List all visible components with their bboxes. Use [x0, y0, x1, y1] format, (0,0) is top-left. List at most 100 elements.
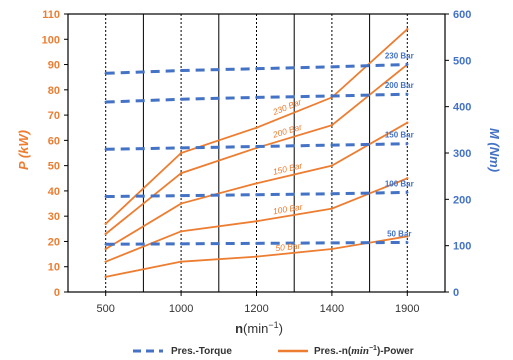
x-axis-title-exp: −1	[268, 320, 278, 330]
torque-point-1-2	[255, 96, 258, 99]
power-point-0-2	[255, 126, 258, 129]
power-point-3-4	[406, 177, 409, 180]
y-tick-right-600: 600	[453, 9, 471, 21]
legend: Pres.-Torque Pres.-n(min−1)-Power	[133, 345, 414, 357]
torque-point-1-3	[330, 94, 334, 98]
y-tick-left-50: 50	[48, 161, 60, 173]
y-tick-right-300: 300	[453, 148, 471, 160]
torque-point-1-0	[104, 100, 107, 104]
y-tick-left-60: 60	[48, 135, 60, 147]
torque-point-0-4	[406, 63, 409, 66]
y-tick-left-80: 80	[48, 85, 60, 97]
torque-point-1-1	[179, 98, 183, 101]
power-point-2-0	[104, 247, 107, 251]
y-tick-right-200: 200	[453, 194, 471, 206]
torque-point-4-1	[179, 242, 183, 246]
power-label-1: 200 Bar	[271, 121, 304, 140]
torque-label-4: 50 Bar	[387, 229, 411, 238]
torque-point-3-0	[104, 195, 107, 198]
x-tick-1000: 1000	[169, 303, 193, 315]
x-axis-title-main: n	[235, 321, 243, 336]
legend-power-suffix: )-Power	[377, 346, 414, 357]
y-tick-left-40: 40	[48, 186, 60, 198]
y-tick-left-10: 10	[48, 262, 60, 274]
legend-torque-label: Pres.-Torque	[171, 346, 232, 357]
legend-power-exp: −1	[369, 345, 377, 352]
torque-label-0: 230 Bar	[385, 52, 414, 61]
torque-point-2-4	[406, 142, 409, 145]
x-tick-1400: 1400	[320, 303, 344, 315]
power-point-1-1	[179, 172, 183, 175]
y-axis-title-left: P (kW)	[16, 130, 31, 170]
torque-point-4-0	[104, 243, 107, 246]
power-point-0-4	[406, 27, 409, 31]
axes	[64, 13, 449, 296]
power-point-4-4	[406, 235, 409, 238]
torque-point-3-4	[406, 191, 409, 194]
power-point-3-2	[255, 220, 258, 223]
power-point-0-0	[104, 222, 107, 225]
torque-label-2: 150 Bar	[385, 131, 414, 140]
tick-labels: 0 10 20 30 40 50 60 70 80 90 100 110 0 100 200 300 400 50…	[42, 9, 472, 315]
power-point-2-4	[406, 121, 409, 124]
y-tick-left-20: 20	[48, 236, 60, 248]
power-point-0-1	[179, 151, 183, 155]
torque-point-3-2	[255, 193, 258, 196]
y-tick-left-110: 110	[42, 9, 60, 21]
power-point-3-0	[104, 260, 107, 263]
y-axis-title-right: M (Nm)	[487, 128, 502, 172]
power-point-3-1	[179, 230, 183, 233]
torque-point-4-4	[406, 241, 409, 244]
x-axis-title-close: )	[279, 321, 283, 336]
power-point-2-3	[330, 164, 334, 167]
torque-point-2-1	[179, 146, 183, 150]
torque-point-0-2	[255, 67, 258, 70]
power-point-4-3	[330, 247, 334, 251]
torque-point-1-4	[406, 92, 409, 96]
power-point-2-2	[255, 182, 258, 185]
power-point-3-3	[330, 207, 334, 210]
torque-point-4-2	[255, 242, 258, 245]
legend-power-italic: min	[351, 345, 369, 357]
power-point-2-1	[179, 202, 183, 205]
y-tick-left-90: 90	[48, 60, 60, 72]
torque-point-2-2	[255, 145, 258, 148]
y-tick-right-0: 0	[453, 287, 459, 299]
torque-point-0-3	[330, 65, 334, 69]
power-point-4-0	[104, 275, 107, 279]
power-point-4-1	[179, 260, 183, 263]
x-axis-title-unit: (min	[243, 321, 268, 336]
y-tick-left-30: 30	[48, 211, 60, 223]
x-tick-1200: 1200	[244, 303, 268, 315]
y-tick-right-400: 400	[453, 102, 471, 114]
torque-point-4-3	[330, 241, 334, 245]
torque-point-3-3	[330, 192, 334, 195]
power-label-4: 50 Bar	[275, 240, 302, 253]
torque-point-2-3	[330, 143, 334, 147]
legend-power-prefix: Pres.-n(	[314, 346, 352, 357]
x-axis-title: n(min−1)	[235, 320, 283, 336]
y-tick-left-0: 0	[54, 287, 60, 299]
y-tick-right-100: 100	[453, 241, 471, 253]
torque-label-3: 100 Bar	[385, 179, 414, 188]
x-tick-500: 500	[97, 303, 115, 315]
y-tick-left-100: 100	[42, 34, 60, 46]
torque-point-2-0	[104, 148, 107, 151]
power-point-1-0	[104, 232, 107, 236]
x-tick-1900: 1900	[395, 303, 419, 315]
torque-label-1: 200 Bar	[385, 81, 414, 90]
torque-point-0-1	[179, 69, 183, 72]
power-label-0: 230 Bar	[270, 96, 303, 117]
torque-series-group	[104, 63, 409, 246]
y-tick-left-70: 70	[48, 110, 60, 122]
power-label-2: 150 Bar	[272, 160, 304, 177]
series-labels: 230 Bar 200 Bar 150 Bar 100 Bar 50 Bar 230 Ba…	[270, 52, 413, 254]
power-point-4-2	[255, 255, 258, 258]
legend-power-label: Pres.-n(min−1)-Power	[314, 345, 414, 357]
power-point-1-3	[330, 124, 334, 127]
grid	[105, 14, 408, 292]
y-tick-right-500: 500	[453, 55, 471, 67]
torque-point-0-0	[104, 72, 107, 75]
torque-point-3-1	[179, 194, 183, 197]
